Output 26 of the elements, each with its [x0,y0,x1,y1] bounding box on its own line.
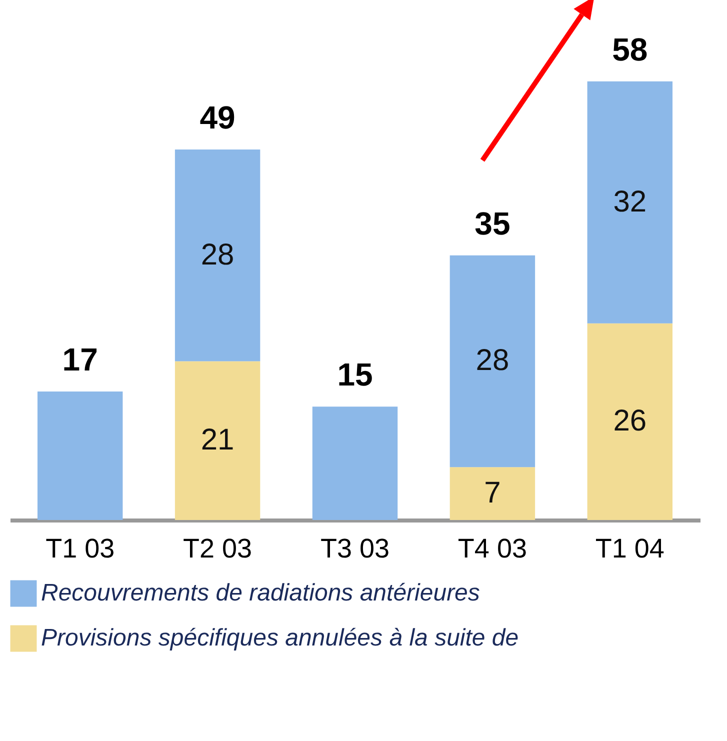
legend-label: Recouvrements de radiations antérieures [41,580,480,606]
data-label: 26 [613,404,647,438]
total-label: 17 [62,341,98,378]
bar [587,323,673,520]
data-label: 28 [476,344,510,378]
total-label: 15 [337,356,373,393]
bar [174,149,260,362]
bar [37,391,123,520]
data-label: 32 [613,185,647,218]
total-label: 58 [612,31,648,68]
x-tick-label: T4 03 [458,534,527,564]
x-tick-label: T3 03 [320,534,390,564]
bar [587,81,673,324]
bar [174,361,260,520]
bar [312,406,398,520]
x-tick-label: T1 03 [46,534,115,564]
bar [450,467,536,520]
data-label: 7 [484,476,501,510]
x-tick-label: T1 04 [595,534,664,564]
bar [450,255,536,468]
data-label: 21 [200,424,234,457]
total-label: 35 [474,205,510,242]
legend-label: Provisions spécifiques annulées à la suite de [41,624,519,652]
total-label: 49 [200,99,236,136]
data-label: 28 [200,238,234,272]
x-tick-label: T2 03 [183,534,252,564]
